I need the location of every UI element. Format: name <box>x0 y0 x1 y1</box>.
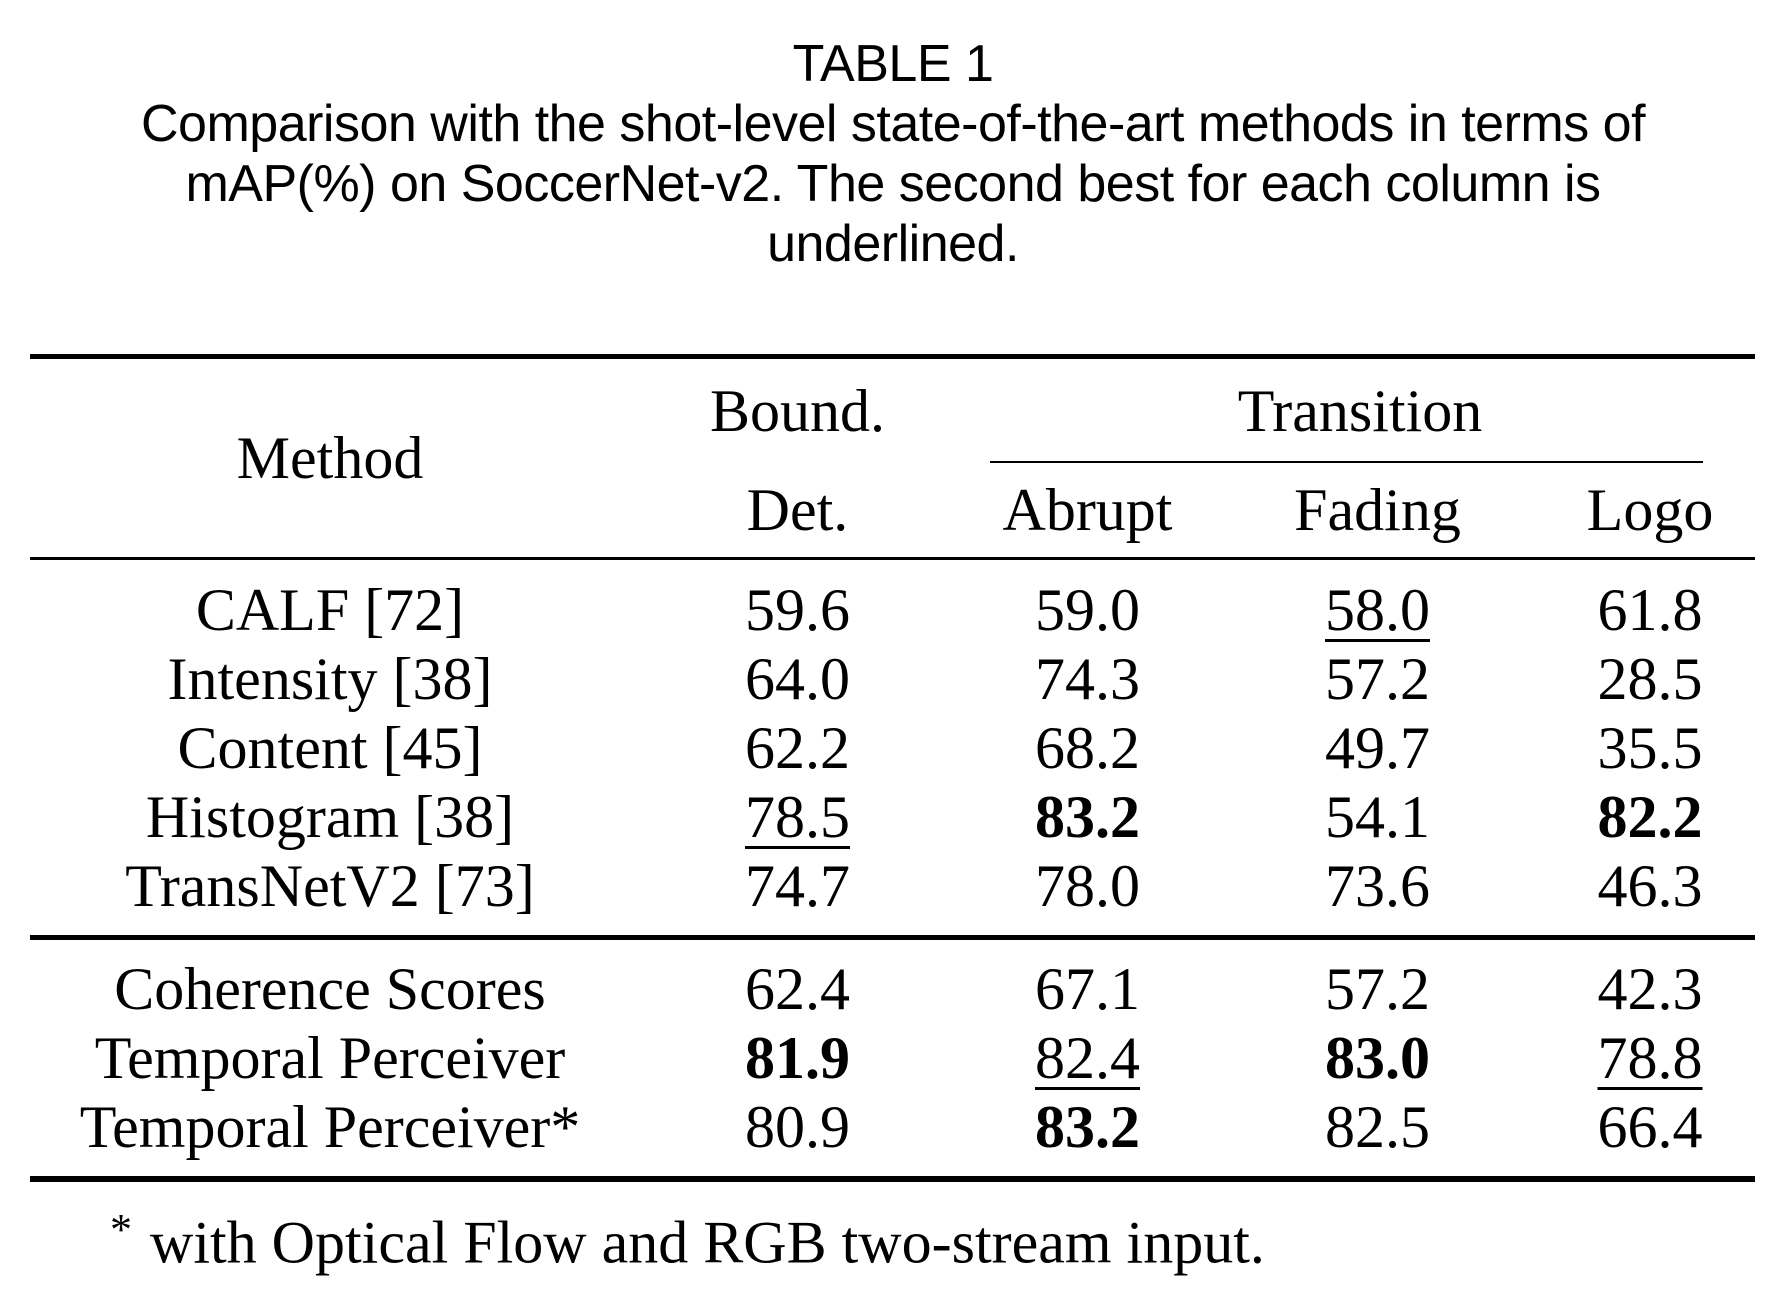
table-row: TransNetV2 [73] 74.7 78.0 73.6 46.3 <box>30 852 1755 938</box>
value-cell: 49.7 <box>1325 715 1430 781</box>
value-cell: 28.5 <box>1597 646 1703 712</box>
method-name: CALF [72] <box>195 577 465 643</box>
table-header: Method Bound. Transition Det. Abrupt Fad… <box>30 357 1756 559</box>
value-cell: 64.0 <box>745 646 850 712</box>
table-row: Temporal Perceiver 81.9 82.4 83.0 78.8 <box>30 1024 1755 1093</box>
value-cell: 57.2 <box>1325 956 1430 1022</box>
method-cell: Coherence Scores <box>30 938 630 1025</box>
value-cell: 61.8 <box>1597 577 1703 643</box>
col-header-transition: Transition <box>965 357 1755 464</box>
value-cell: 62.4 <box>745 956 850 1022</box>
value-cell: 67.1 <box>1035 956 1140 1022</box>
value-cell: 81.9 <box>745 1025 850 1091</box>
col-header-bound: Bound. <box>709 377 886 444</box>
value-cell: 78.5 <box>745 784 850 850</box>
col-header-abrupt: Abrupt <box>1002 476 1173 543</box>
table-label: TABLE 1 <box>792 35 994 93</box>
table-footnote: * with Optical Flow and RGB two-stream in… <box>30 1204 1756 1277</box>
value-cell: 59.0 <box>1035 577 1140 643</box>
caption-line-2: mAP(%) on SoccerNet-v2. The second best … <box>185 155 1601 213</box>
table-row: Temporal Perceiver* 80.9 83.2 82.5 66.4 <box>30 1093 1755 1179</box>
method-cell: Histogram [38] <box>30 783 630 852</box>
value-cell: 35.5 <box>1597 715 1703 781</box>
col-header-det: Det. <box>746 476 849 543</box>
method-name: Coherence Scores <box>114 956 546 1022</box>
value-cell: 82.5 <box>1325 1094 1430 1160</box>
value-cell: 57.2 <box>1325 646 1430 712</box>
value-cell: 78.0 <box>1035 853 1140 919</box>
method-cell: CALF [72] <box>30 559 630 646</box>
method-name: TransNetV2 [73] <box>125 853 535 919</box>
results-table-wrap: Method Bound. Transition Det. Abrupt Fad… <box>30 354 1756 1182</box>
method-name: Histogram [38] <box>145 784 515 850</box>
method-cell: Content [45] <box>30 714 630 783</box>
method-name: Intensity [38] <box>167 646 493 712</box>
caption-line-1: Comparison with the shot-level state-of-… <box>140 95 1646 153</box>
header-row-1: Method Bound. Transition <box>30 357 1755 491</box>
value-cell: 83.2 <box>1035 1094 1140 1160</box>
col-header-method: Method <box>236 424 424 491</box>
value-cell: 82.4 <box>1035 1025 1140 1091</box>
value-cell: 83.2 <box>1035 784 1140 850</box>
col-header-fading: Fading <box>1294 476 1461 543</box>
value-cell: 66.4 <box>1597 1094 1703 1160</box>
header-row-2: Det. Abrupt Fading Logo <box>30 463 1755 559</box>
value-cell: 73.6 <box>1325 853 1430 919</box>
value-cell: 58.0 <box>1325 577 1430 643</box>
caption-line-3: underlined. <box>767 215 1019 273</box>
results-table: Method Bound. Transition Det. Abrupt Fad… <box>30 354 1756 1182</box>
value-cell: 42.3 <box>1597 956 1703 1022</box>
table-row: CALF [72] 59.6 59.0 58.0 61.8 <box>30 559 1755 646</box>
table-row: Histogram [38] 78.5 83.2 54.1 82.2 <box>30 783 1755 852</box>
value-cell: 74.3 <box>1035 646 1140 712</box>
table-row: Intensity [38] 64.0 74.3 57.2 28.5 <box>30 645 1755 714</box>
value-cell: 74.7 <box>745 853 850 919</box>
value-cell: 62.2 <box>745 715 850 781</box>
method-cell: TransNetV2 [73] <box>30 852 630 938</box>
method-cell: Temporal Perceiver <box>30 1024 630 1093</box>
method-cell: Intensity [38] <box>30 645 630 714</box>
value-cell: 80.9 <box>745 1094 850 1160</box>
value-cell: 68.2 <box>1035 715 1140 781</box>
method-cell: Temporal Perceiver* <box>30 1093 630 1179</box>
method-name: Content [45] <box>177 715 483 781</box>
method-name: Temporal Perceiver* <box>79 1094 581 1160</box>
value-cell: 46.3 <box>1597 853 1703 919</box>
value-cell: 59.6 <box>745 577 850 643</box>
col-header-logo: Logo <box>1586 476 1714 543</box>
table-row: Content [45] 62.2 68.2 49.7 35.5 <box>30 714 1755 783</box>
value-cell: 54.1 <box>1325 784 1430 850</box>
footnote-marker: * <box>110 1205 132 1254</box>
footnote-text: with Optical Flow and RGB two-stream inp… <box>150 1209 1265 1276</box>
table-row: Coherence Scores 62.4 67.1 57.2 42.3 <box>30 938 1755 1025</box>
value-cell: 83.0 <box>1325 1025 1430 1091</box>
table-caption-block: TABLE 1 Comparison with the shot-level s… <box>0 34 1786 274</box>
table-section-sota: CALF [72] 59.6 59.0 58.0 61.8 Intensity … <box>30 559 1756 938</box>
value-cell: 82.2 <box>1597 784 1703 850</box>
value-cell: 78.8 <box>1597 1025 1703 1091</box>
method-name: Temporal Perceiver <box>94 1025 566 1091</box>
table-section-ours: Coherence Scores 62.4 67.1 57.2 42.3 Tem… <box>30 938 1755 1180</box>
